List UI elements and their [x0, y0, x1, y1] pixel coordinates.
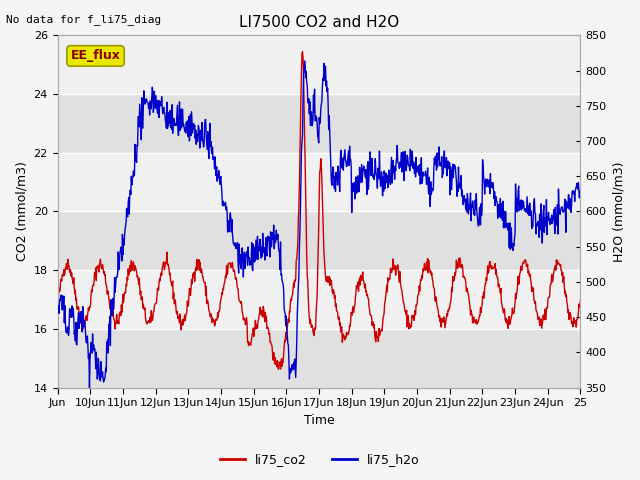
- X-axis label: Time: Time: [303, 414, 334, 427]
- Y-axis label: CO2 (mmol/m3): CO2 (mmol/m3): [15, 162, 28, 262]
- Text: EE_flux: EE_flux: [70, 49, 120, 62]
- Bar: [58, 329, 580, 388]
- Bar: [58, 270, 580, 329]
- Bar: [58, 94, 580, 153]
- Bar: [58, 212, 580, 270]
- Y-axis label: H2O (mmol/m3): H2O (mmol/m3): [612, 161, 625, 262]
- Title: LI7500 CO2 and H2O: LI7500 CO2 and H2O: [239, 15, 399, 30]
- Bar: [58, 153, 580, 212]
- Text: No data for f_li75_diag: No data for f_li75_diag: [6, 14, 162, 25]
- Bar: [58, 36, 580, 94]
- Legend: li75_co2, li75_h2o: li75_co2, li75_h2o: [215, 448, 425, 471]
